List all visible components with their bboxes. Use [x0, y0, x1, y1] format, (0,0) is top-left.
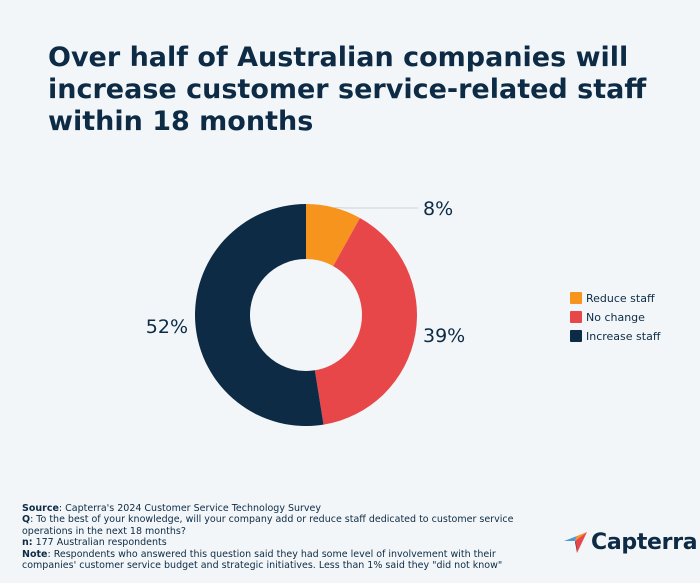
- source-label: Source: [22, 503, 59, 514]
- source-text: : Capterra's 2024 Customer Service Techn…: [58, 503, 322, 514]
- legend-label-no-change: No change: [586, 310, 645, 324]
- legend: Reduce staff No change Increase staff: [570, 289, 660, 346]
- legend-label-increase-staff: Increase staff: [586, 329, 661, 343]
- slice-increase-staff: [195, 204, 324, 426]
- question-text: : To the best of your knowledge, will yo…: [22, 514, 514, 537]
- legend-item-increase-staff: Increase staff: [570, 327, 660, 345]
- capterra-arrow-icon: [564, 531, 587, 553]
- sample-label: n:: [22, 537, 33, 549]
- legend-label-reduce-staff: Reduce staff: [586, 291, 655, 305]
- legend-swatch-no-change: [570, 311, 582, 323]
- slice-no-change: [314, 218, 418, 425]
- data-label-increase-staff: 52%: [146, 316, 188, 338]
- legend-swatch-increase-staff: [570, 330, 582, 342]
- legend-item-reduce-staff: Reduce staff: [570, 289, 660, 307]
- legend-swatch-reduce-staff: [570, 292, 582, 304]
- question-note: Q: To the best of your knowledge, will y…: [22, 514, 552, 537]
- sample-note: n: 177 Australian respondents: [22, 537, 552, 548]
- legend-item-no-change: No change: [570, 308, 660, 326]
- question-label: Q: [22, 514, 31, 526]
- note-label: Note: [22, 548, 48, 560]
- respondent-note: Note: Respondents who answered this ques…: [22, 549, 552, 572]
- data-label-reduce-staff: 8%: [423, 198, 453, 220]
- chart-title: Over half of Australian companies will i…: [48, 42, 647, 137]
- footnotes: Source: Capterra's 2024 Customer Service…: [22, 503, 552, 571]
- data-label-no-change: 39%: [423, 325, 465, 347]
- capterra-wordmark: Capterra: [591, 530, 698, 555]
- capterra-logo: Capterra: [564, 530, 698, 555]
- slice-reduce-staff: [306, 204, 360, 267]
- note-text: : Respondents who answered this question…: [22, 548, 503, 572]
- sample-text: 177 Australian respondents: [32, 537, 167, 549]
- source-note: Source: Capterra's 2024 Customer Service…: [22, 503, 552, 514]
